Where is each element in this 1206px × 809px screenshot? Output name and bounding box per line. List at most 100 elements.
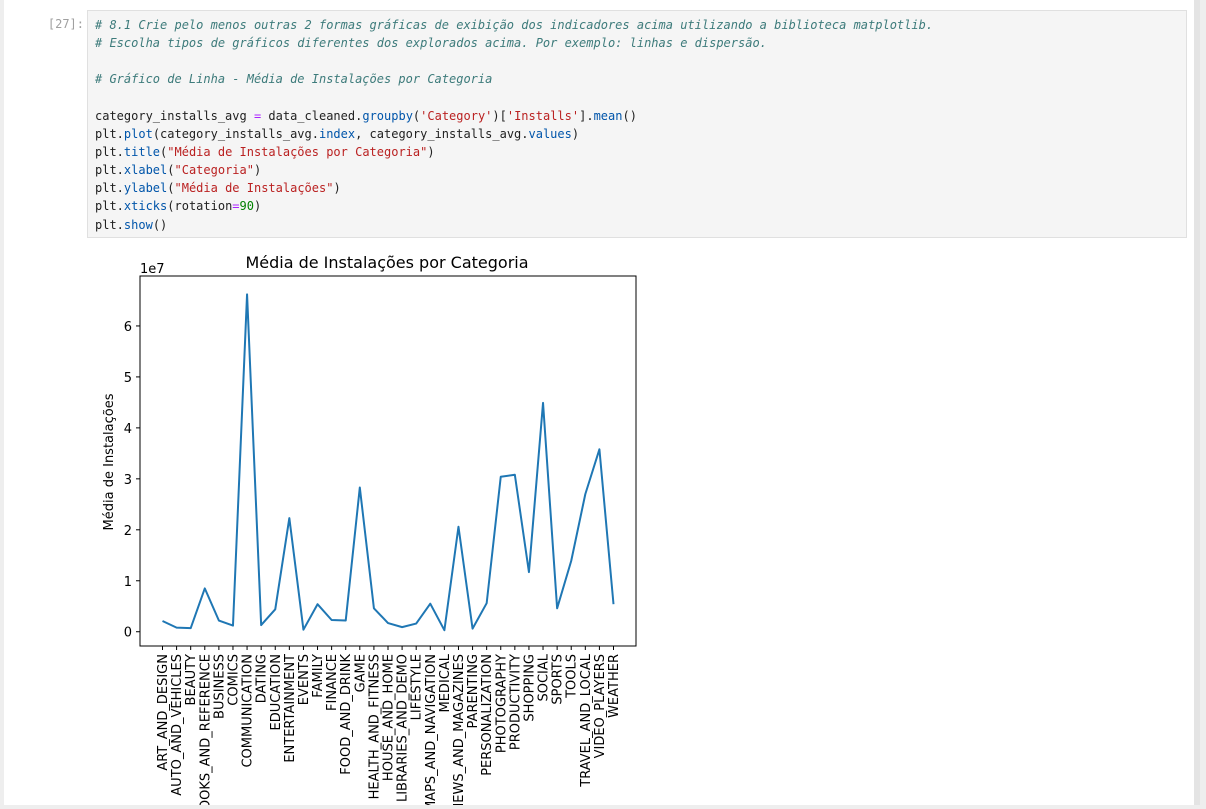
x-tick-label: TRAVEL_AND_LOCAL (579, 653, 594, 787)
code-token: 'Category' (420, 108, 493, 123)
x-tick-label: SHOPPING (522, 654, 537, 722)
code-line: plt.show() (95, 216, 1186, 234)
code-token: groupby (362, 108, 413, 123)
code-token: , category_installs_avg. (355, 126, 529, 141)
code-token: mean (593, 108, 623, 123)
code-token: values (528, 126, 572, 141)
code-line: plt.plot(category_installs_avg.index, ca… (95, 125, 1186, 143)
code-token: ) (253, 163, 262, 178)
x-tick-label: TOOLS (565, 654, 580, 699)
y-tick-label: 6 (124, 320, 132, 335)
y-tick-label: 1 (124, 575, 132, 590)
x-tick-label: GAME (353, 654, 368, 692)
code-token: plt. (95, 144, 124, 159)
notebook-panel: [27]: # 8.1 Crie pelo menos outras 2 for… (4, 0, 1200, 809)
line-chart: Média de Instalações por Categoria 1e7 M… (102, 253, 637, 809)
cell-output: Média de Instalações por Categoria 1e7 M… (87, 246, 647, 809)
code-token: ( (167, 163, 175, 178)
y-axis-ticks: 0 1 2 3 4 5 6 (124, 320, 140, 641)
code-token: (rotation (167, 199, 233, 214)
x-tick-label: HOUSE_AND_HOME (382, 654, 397, 781)
code-token: ( (160, 144, 168, 159)
code-token: 'Installs' (506, 108, 580, 123)
code-token: title (123, 144, 161, 159)
x-tick-label: BEAUTY (184, 654, 199, 705)
x-tick-label: COMMUNICATION (241, 654, 256, 768)
code-line: plt.xticks(rotation=90) (95, 197, 1186, 215)
code-token: index (318, 126, 356, 141)
code-token: # Escolha tipos de gráficos diferentes d… (95, 36, 767, 51)
code-token: plt. (95, 126, 124, 141)
x-tick-label: EDUCATION (269, 654, 284, 730)
x-tick-label: ENTERTAINMENT (283, 654, 298, 763)
x-tick-label: WEATHER (607, 654, 622, 718)
code-line: category_installs_avg = data_cleaned.gro… (95, 107, 1186, 125)
code-token: plt. (95, 199, 124, 214)
x-tick-label: BUSINESS (212, 654, 227, 719)
code-line: plt.xlabel("Categoria") (95, 161, 1186, 179)
x-tick-label: LIFESTYLE (410, 654, 425, 720)
code-token: ( (412, 108, 421, 123)
x-tick-label: LIBRARIES_AND_DEMO (396, 654, 411, 802)
x-tick-label: PERSONALIZATION (480, 654, 495, 776)
x-tick-label: MAPS_AND_NAVIGATION (424, 654, 439, 805)
code-token: ) (253, 199, 262, 214)
scrollbar-track[interactable] (1194, 0, 1200, 805)
x-tick-label: FOOD_AND_DRINK (339, 654, 354, 775)
x-tick-label: DATING (255, 654, 270, 703)
x-tick-label: NEWS_AND_MAGAZINES (452, 654, 467, 805)
y-tick-label: 4 (124, 422, 132, 437)
code-token: ( (167, 181, 175, 196)
x-tick-label: SOCIAL (537, 653, 552, 701)
code-token: 90 (239, 199, 254, 214)
code-token: ylabel (123, 181, 168, 196)
x-tick-label: MEDICAL (438, 653, 453, 712)
plot-frame (139, 275, 637, 647)
code-token: ]. (579, 108, 594, 123)
x-tick-label: PHOTOGRAPHY (494, 654, 509, 753)
code-token: = (253, 108, 262, 123)
x-tick-label: VIDEO_PLAYERS (593, 654, 608, 758)
code-token: (category_installs_avg. (152, 126, 319, 141)
cell-prompt: [27]: (47, 17, 84, 31)
code-token: plt. (95, 163, 124, 178)
code-line: # 8.1 Crie pelo menos outras 2 formas gr… (95, 16, 1186, 34)
x-tick-label: EVENTS (297, 654, 312, 705)
y-tick-label: 5 (124, 371, 132, 386)
chart-title: Média de Instalações por Categoria (245, 253, 528, 272)
x-tick-label: BOOKS_AND_REFERENCE (198, 654, 213, 805)
y-axis-label: Média de Instalações (102, 393, 117, 530)
code-token: () (622, 108, 637, 123)
code-token: = (232, 199, 240, 214)
x-tick-label: PARENTING (466, 654, 481, 728)
code-token: "Média de Instalações" (174, 181, 334, 196)
code-token: data_cleaned. (261, 108, 363, 123)
code-cell-editor[interactable]: # 8.1 Crie pelo menos outras 2 formas gr… (87, 10, 1187, 238)
code-token: xlabel (123, 163, 168, 178)
code-token: ) (427, 144, 435, 159)
code-line (95, 52, 1186, 70)
x-tick-label: COMICS (226, 654, 241, 706)
code-token: plt. (95, 181, 124, 196)
x-tick-label: PRODUCTIVITY (508, 654, 523, 750)
code-token: plt. (95, 217, 124, 232)
x-tick-label: HEALTH_AND_FITNESS (367, 654, 382, 799)
y-tick-label: 2 (124, 524, 132, 539)
code-line: # Gráfico de Linha - Média de Instalaçõe… (95, 70, 1186, 88)
x-tick-label: ART_AND_DESIGN (156, 654, 171, 771)
x-tick-label: FINANCE (325, 654, 340, 711)
x-tick-label: SPORTS (551, 654, 566, 705)
code-line: plt.title("Média de Instalações por Cate… (95, 143, 1186, 161)
code-token: ) (571, 126, 580, 141)
code-token: plot (123, 126, 153, 141)
data-series-line (162, 293, 615, 632)
code-token: # Gráfico de Linha - Média de Instalaçõe… (95, 72, 493, 87)
x-tick-label: AUTO_AND_VEHICLES (170, 654, 185, 796)
code-token: xticks (123, 199, 168, 214)
code-token: "Categoria" (174, 163, 254, 178)
y-axis-offset-label: 1e7 (140, 262, 165, 277)
code-token: category_installs_avg (95, 108, 254, 123)
code-line: # Escolha tipos de gráficos diferentes d… (95, 34, 1186, 52)
code-token: )[ (492, 108, 507, 123)
code-line (95, 89, 1186, 107)
